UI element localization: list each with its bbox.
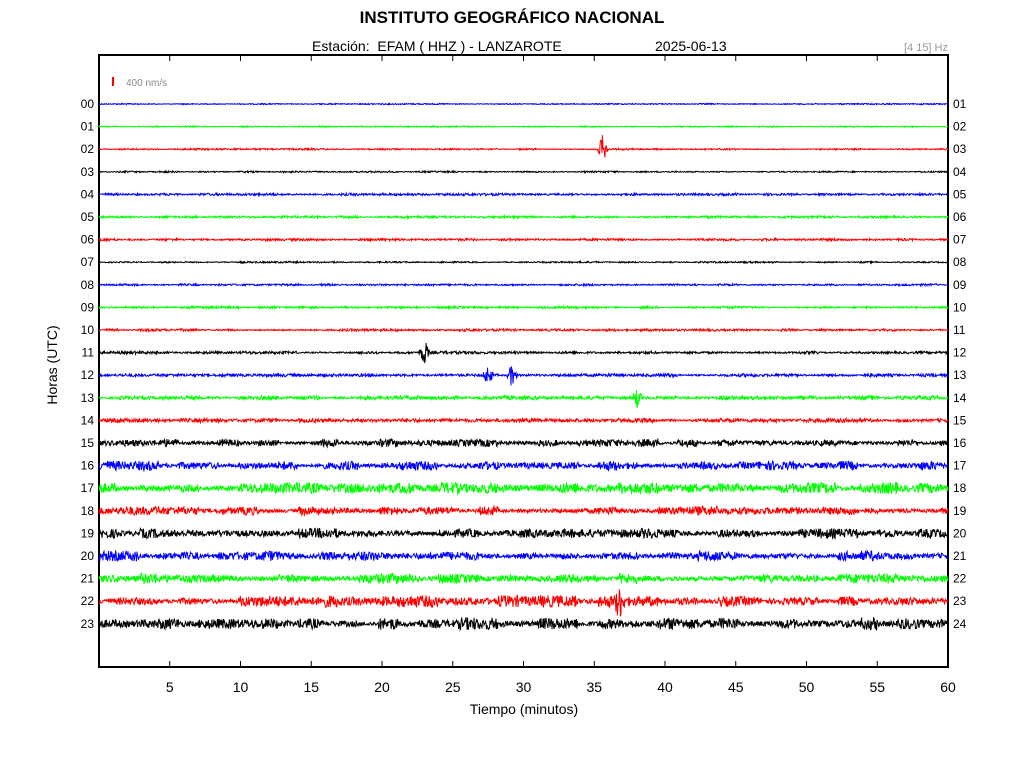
- plot-frame: [98, 54, 949, 668]
- hour-label-left: 13: [81, 391, 95, 405]
- x-tick-label: 25: [445, 679, 461, 695]
- hour-label-left: 01: [81, 120, 95, 134]
- hour-label-left: 15: [81, 436, 95, 450]
- hour-label-left: 18: [81, 504, 95, 518]
- trace-hour-06: [98, 236, 949, 243]
- trace-hour-01: [98, 124, 949, 129]
- x-tick-label: 15: [303, 679, 319, 695]
- x-tick-label: 50: [799, 679, 815, 695]
- hour-label-left: 16: [81, 459, 95, 473]
- trace-hour-12: [98, 366, 949, 386]
- hour-label-right: 04: [953, 165, 967, 179]
- hour-label-right: 02: [953, 120, 967, 134]
- hour-label-left: 08: [81, 278, 95, 292]
- scale-bar: 400 nm/s: [112, 77, 167, 89]
- x-tick-label: 60: [940, 679, 956, 695]
- hour-label-left: 07: [81, 255, 95, 269]
- trace-hour-19: [98, 527, 949, 541]
- hour-label-left: 19: [81, 526, 95, 540]
- station-label: Estación: EFAM ( HHZ ) - LANZAROTE: [312, 38, 562, 54]
- x-axis-label: Tiempo (minutos): [469, 701, 579, 717]
- hour-label-right: 06: [953, 210, 967, 224]
- trace-hour-16: [98, 459, 949, 473]
- hour-label-right: 22: [953, 572, 967, 586]
- x-tick-label: 5: [166, 679, 174, 695]
- hour-label-right: 07: [953, 233, 967, 247]
- x-tick-label: 30: [516, 679, 532, 695]
- hour-label-left: 00: [81, 97, 95, 111]
- x-tick-label: 35: [586, 679, 602, 695]
- trace-group: [98, 102, 949, 632]
- trace-hour-09: [98, 304, 949, 311]
- trace-hour-11: [98, 342, 949, 364]
- hour-label-left: 03: [81, 165, 95, 179]
- date-label: 2025-06-13: [655, 38, 727, 54]
- trace-hour-23: [98, 616, 949, 632]
- trace-hour-22: [99, 589, 949, 617]
- trace-hour-04: [98, 191, 949, 198]
- hour-label-right: 12: [953, 346, 967, 360]
- trace-hour-21: [98, 572, 949, 585]
- trace-hour-03: [98, 169, 949, 175]
- hour-label-left: 06: [81, 233, 95, 247]
- hour-label-right: 13: [953, 368, 967, 382]
- trace-hour-05: [98, 213, 949, 221]
- trace-hour-10: [98, 327, 949, 334]
- hour-label-right: 23: [953, 594, 967, 608]
- trace-hour-17: [98, 481, 949, 496]
- trace-hour-08: [98, 282, 949, 288]
- hour-label-left: 22: [81, 594, 95, 608]
- x-tick-label: 10: [233, 679, 249, 695]
- hour-label-right: 20: [953, 526, 967, 540]
- label-group: 00 01 01 02 02 03 03 04 04 05 05 06 06 07 07 08 08 09 09 10…: [81, 55, 967, 695]
- hour-label-left: 12: [81, 368, 95, 382]
- hour-label-left: 17: [81, 481, 95, 495]
- trace-hour-00: [98, 102, 948, 106]
- hour-label-right: 21: [953, 549, 967, 563]
- hour-label-left: 11: [82, 346, 95, 360]
- trace-hour-14: [98, 416, 949, 425]
- hour-label-right: 05: [953, 187, 967, 201]
- hour-label-right: 16: [953, 436, 967, 450]
- trace-hour-18: [98, 504, 949, 518]
- hour-label-right: 09: [953, 278, 967, 292]
- hour-label-left: 10: [81, 323, 95, 337]
- trace-hour-15: [98, 437, 949, 449]
- hour-label-right: 01: [953, 97, 967, 111]
- hour-label-left: 05: [81, 210, 95, 224]
- hour-label-left: 02: [81, 142, 95, 156]
- hour-label-left: 23: [81, 617, 95, 631]
- hour-label-left: 14: [81, 413, 95, 427]
- hour-label-right: 15: [953, 413, 967, 427]
- page-title: INSTITUTO GEOGRÁFICO NACIONAL: [359, 8, 665, 27]
- hour-label-left: 09: [81, 300, 95, 314]
- hour-label-right: 24: [953, 617, 967, 631]
- trace-hour-20: [98, 549, 949, 563]
- hour-label-left: 04: [81, 187, 95, 201]
- hour-label-right: 17: [953, 459, 967, 473]
- hour-label-right: 03: [953, 142, 967, 156]
- hour-label-right: 19: [953, 504, 967, 518]
- hour-label-left: 20: [81, 549, 95, 563]
- hour-label-right: 11: [953, 323, 966, 337]
- hour-label-right: 14: [953, 391, 967, 405]
- x-tick-label: 20: [374, 679, 390, 695]
- x-tick-label: 40: [657, 679, 673, 695]
- hour-label-right: 10: [953, 300, 967, 314]
- trace-hour-13: [98, 389, 949, 408]
- hour-label-left: 21: [81, 572, 95, 586]
- y-axis-label: Horas (UTC): [44, 325, 60, 405]
- hour-label-right: 18: [953, 481, 967, 495]
- x-tick-label: 45: [728, 679, 744, 695]
- filter-band-label: [4 15] Hz: [903, 42, 948, 54]
- x-tick-label: 55: [869, 679, 885, 695]
- trace-hour-02: [98, 135, 949, 158]
- hour-label-right: 08: [953, 255, 967, 269]
- trace-hour-07: [98, 259, 949, 265]
- scale-bar-label: 400 nm/s: [126, 78, 167, 89]
